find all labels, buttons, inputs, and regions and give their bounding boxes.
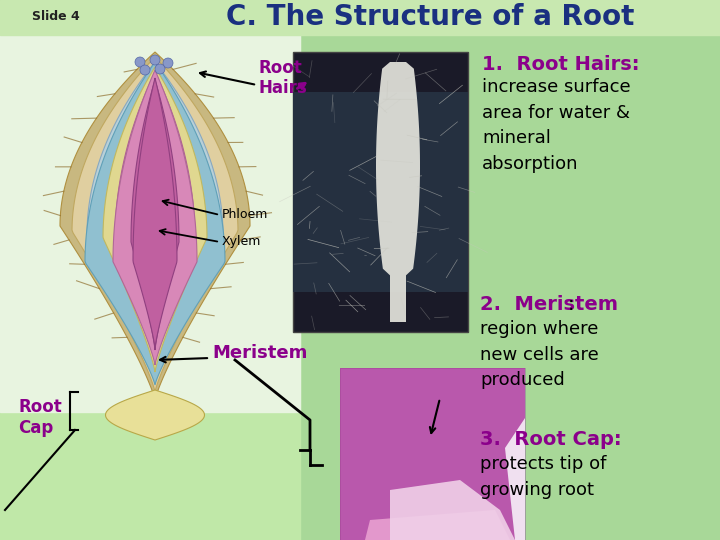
Text: Root
Hairs: Root Hairs: [258, 59, 307, 97]
Text: increase surface
area for water &
mineral
absorption: increase surface area for water & minera…: [482, 78, 631, 173]
Polygon shape: [376, 62, 420, 322]
Text: Slide 4: Slide 4: [32, 10, 80, 24]
Text: 1.  Root Hairs:: 1. Root Hairs:: [482, 55, 639, 74]
Circle shape: [163, 58, 173, 68]
Text: region where
new cells are
produced: region where new cells are produced: [480, 320, 599, 389]
Bar: [0, 0, 720, 35]
Polygon shape: [103, 67, 207, 372]
Text: Meristem: Meristem: [212, 344, 307, 362]
Bar: [293, 92, 468, 292]
Circle shape: [155, 64, 165, 74]
Polygon shape: [87, 62, 223, 382]
Polygon shape: [60, 52, 250, 400]
Text: C. The Structure of a Root: C. The Structure of a Root: [226, 3, 634, 31]
Bar: [340, 368, 525, 540]
Circle shape: [140, 65, 150, 75]
Polygon shape: [131, 80, 179, 350]
Text: :: :: [568, 295, 575, 314]
Bar: [0, 0, 300, 540]
Polygon shape: [115, 72, 195, 362]
Bar: [0, 32, 300, 412]
Circle shape: [135, 57, 145, 67]
Text: protects tip of
growing root: protects tip of growing root: [480, 455, 606, 499]
Text: Phloem: Phloem: [222, 208, 269, 221]
Polygon shape: [85, 62, 225, 385]
Text: 3.  Root Cap:: 3. Root Cap:: [480, 430, 621, 449]
Bar: [293, 52, 468, 332]
Polygon shape: [72, 57, 238, 392]
Polygon shape: [390, 480, 515, 540]
Polygon shape: [365, 510, 510, 540]
Text: Xylem: Xylem: [222, 235, 261, 248]
Circle shape: [150, 55, 160, 65]
Polygon shape: [340, 368, 525, 540]
Polygon shape: [133, 78, 177, 348]
Polygon shape: [113, 70, 197, 365]
Text: Root
Cap: Root Cap: [18, 398, 62, 437]
Text: 2.  Meristem: 2. Meristem: [480, 295, 618, 314]
Polygon shape: [106, 390, 204, 440]
